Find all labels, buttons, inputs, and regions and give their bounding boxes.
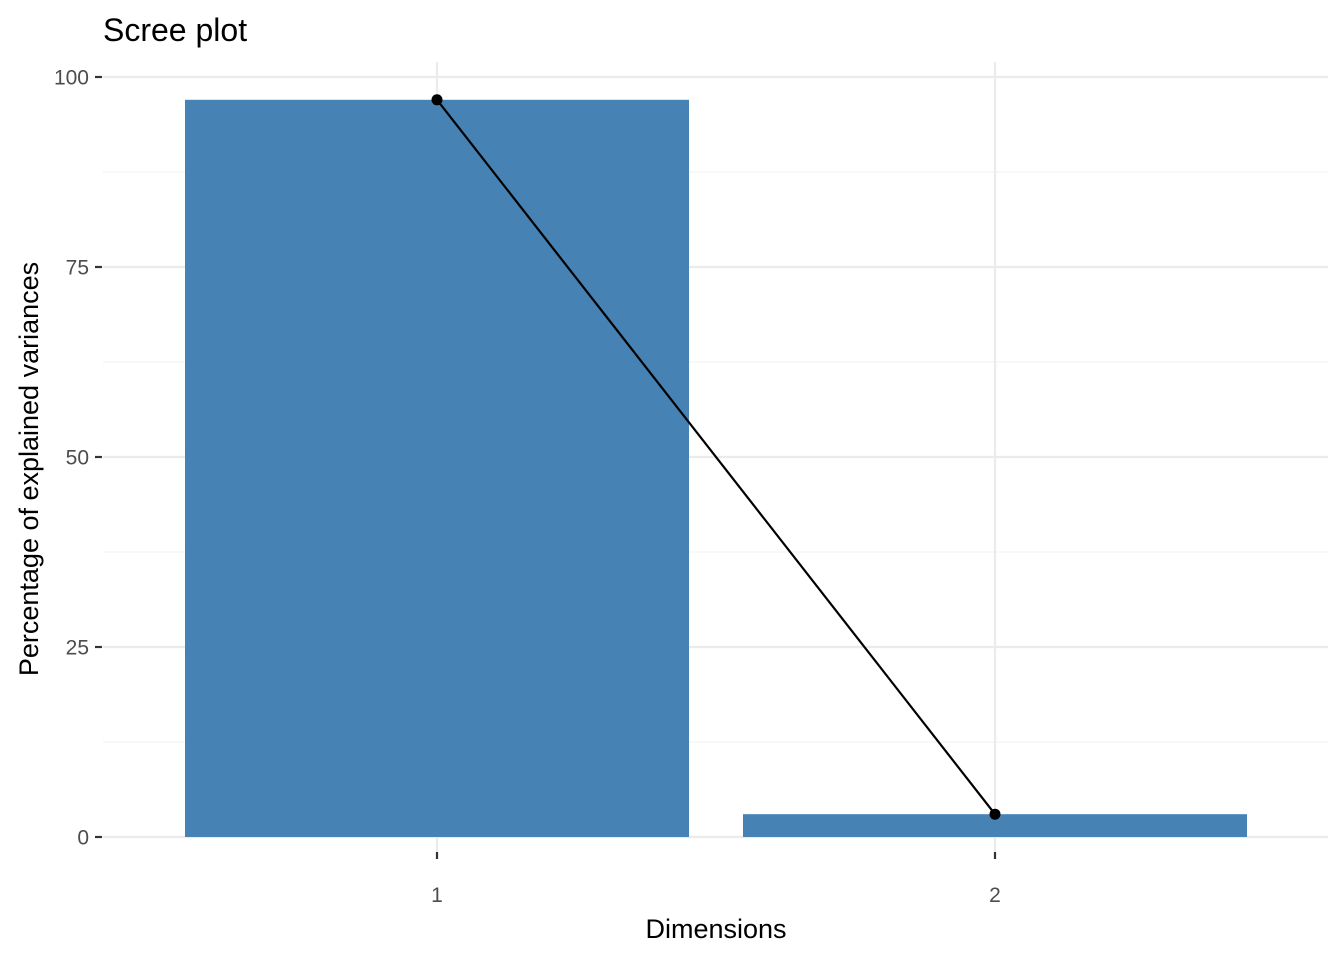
y-tick-label: 100 <box>54 67 89 90</box>
bar-dimension-1 <box>185 99 689 838</box>
chart-title: Scree plot <box>103 12 247 48</box>
y-tick-label: 0 <box>77 827 89 850</box>
line-point-dimension-2 <box>989 808 1001 820</box>
explained-variance-line <box>436 99 996 815</box>
y-tick-label: 75 <box>66 257 89 280</box>
y-tick-label: 50 <box>66 447 89 470</box>
x-tick-label: 2 <box>989 884 1001 907</box>
y-axis-title: Percentage of explained variances <box>14 262 44 676</box>
axis-layer: 0 25 50 75 100 1 2 <box>54 67 1001 908</box>
line-point-dimension-1 <box>431 94 443 106</box>
x-axis-title: Dimensions <box>645 914 786 944</box>
bar-dimension-2 <box>743 814 1247 837</box>
bar-layer <box>185 99 1247 838</box>
trend-line-layer <box>431 94 1001 820</box>
x-tick-label: 1 <box>431 884 443 907</box>
y-tick-label: 25 <box>66 637 89 660</box>
